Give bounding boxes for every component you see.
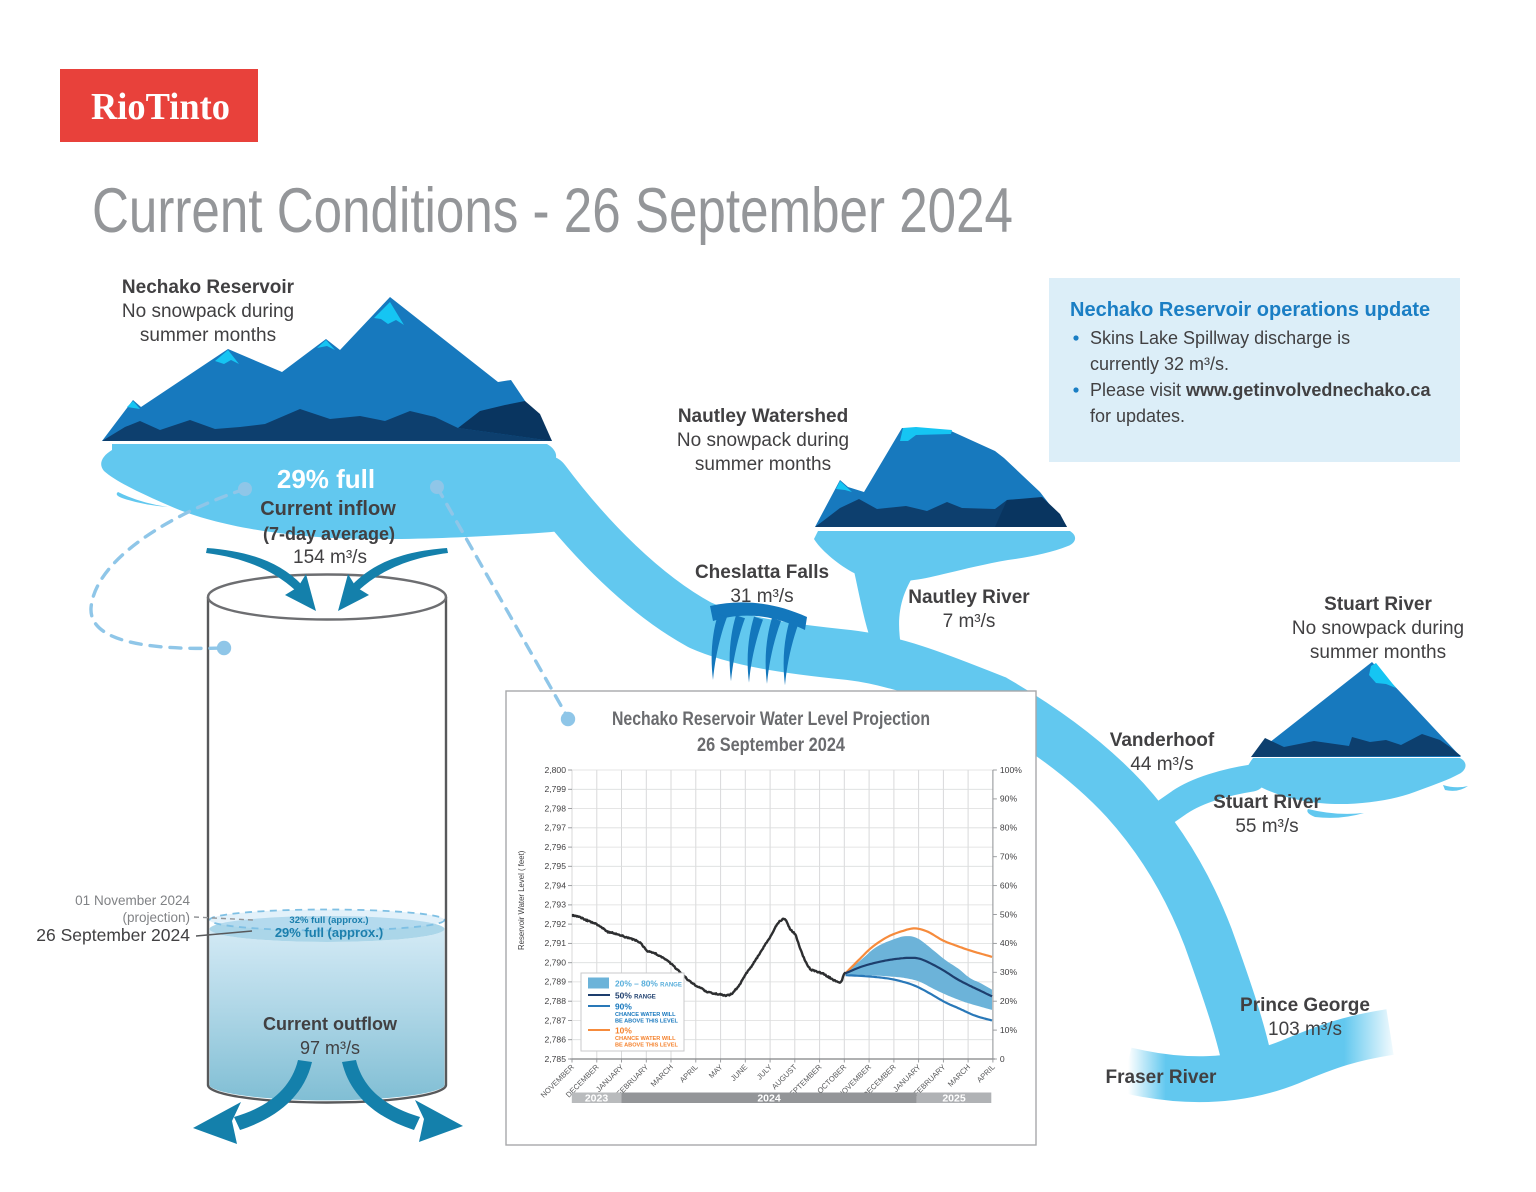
svg-text:97 m³/s: 97 m³/s bbox=[300, 1038, 360, 1058]
svg-text:50% RANGE: 50% RANGE bbox=[615, 991, 656, 1001]
svg-text:2,794: 2,794 bbox=[544, 880, 566, 890]
svg-text:40%: 40% bbox=[1000, 938, 1018, 948]
svg-text:BE ABOVE THIS LEVEL: BE ABOVE THIS LEVEL bbox=[615, 1043, 678, 1049]
svg-text:90%: 90% bbox=[1000, 794, 1018, 804]
svg-text:20%: 20% bbox=[1000, 996, 1018, 1006]
svg-text:60%: 60% bbox=[1000, 880, 1018, 890]
svg-text:50%: 50% bbox=[1000, 909, 1018, 919]
svg-text:154 m³/s: 154 m³/s bbox=[293, 547, 367, 568]
svg-text:55 m³/s: 55 m³/s bbox=[1235, 816, 1298, 837]
svg-text:32% full (approx.): 32% full (approx.) bbox=[289, 915, 368, 926]
svg-text:26 September 2024: 26 September 2024 bbox=[697, 734, 845, 756]
svg-text:No snowpack during: No snowpack during bbox=[122, 301, 294, 322]
svg-text:2,786: 2,786 bbox=[544, 1035, 566, 1045]
svg-text:2,799: 2,799 bbox=[544, 784, 566, 794]
svg-text:No snowpack during: No snowpack during bbox=[1292, 618, 1464, 639]
svg-text:Vanderhoof: Vanderhoof bbox=[1110, 730, 1215, 751]
svg-text:2,793: 2,793 bbox=[544, 900, 566, 910]
svg-text:Current inflow: Current inflow bbox=[260, 498, 396, 520]
svg-text:2,788: 2,788 bbox=[544, 996, 566, 1006]
svg-text:2,790: 2,790 bbox=[544, 958, 566, 968]
svg-text:for updates.: for updates. bbox=[1090, 406, 1185, 426]
svg-text:Nautley River: Nautley River bbox=[908, 587, 1030, 608]
svg-text:31 m³/s: 31 m³/s bbox=[730, 586, 793, 607]
svg-text:2,785: 2,785 bbox=[544, 1054, 566, 1064]
svg-text:Please visit www.getinvolvedne: Please visit www.getinvolvednechako.ca bbox=[1090, 380, 1431, 400]
svg-text:2023: 2023 bbox=[585, 1093, 609, 1105]
svg-text:2,792: 2,792 bbox=[544, 919, 566, 929]
svg-text:0: 0 bbox=[1000, 1054, 1005, 1064]
svg-text:2,791: 2,791 bbox=[544, 938, 566, 948]
svg-text:2,800: 2,800 bbox=[544, 765, 566, 775]
svg-text:2025: 2025 bbox=[942, 1093, 966, 1105]
svg-text:Nechako Reservoir operations u: Nechako Reservoir operations update bbox=[1070, 299, 1430, 321]
svg-text:Stuart River: Stuart River bbox=[1324, 594, 1432, 615]
svg-text:2,787: 2,787 bbox=[544, 1015, 566, 1025]
svg-text:Cheslatta Falls: Cheslatta Falls bbox=[695, 562, 829, 583]
svg-text:29% full: 29% full bbox=[277, 464, 375, 494]
svg-text:CHANCE WATER WILL: CHANCE WATER WILL bbox=[615, 1012, 676, 1018]
svg-text:20% – 80% RANGE: 20% – 80% RANGE bbox=[615, 979, 682, 989]
svg-text:70%: 70% bbox=[1000, 852, 1018, 862]
svg-text:CHANCE WATER WILL: CHANCE WATER WILL bbox=[615, 1036, 676, 1042]
svg-text:100%: 100% bbox=[1000, 765, 1022, 775]
svg-text:44 m³/s: 44 m³/s bbox=[1130, 754, 1193, 775]
svg-text:(projection): (projection) bbox=[122, 910, 190, 925]
svg-text:summer months: summer months bbox=[695, 454, 831, 475]
svg-text:RioTinto: RioTinto bbox=[91, 86, 230, 128]
svg-text:Current Conditions - 26 Septem: Current Conditions - 26 September 2024 bbox=[92, 176, 1013, 246]
svg-text:01 November 2024: 01 November 2024 bbox=[75, 893, 190, 908]
svg-text:90%: 90% bbox=[615, 1002, 632, 1012]
svg-text:Nechako Reservoir Water Level: Nechako Reservoir Water Level Projection bbox=[612, 708, 930, 730]
svg-text:Current outflow: Current outflow bbox=[263, 1014, 398, 1034]
svg-text:2024: 2024 bbox=[757, 1093, 781, 1105]
svg-text:26 September 2024: 26 September 2024 bbox=[36, 925, 190, 945]
svg-text:currently 32 m³/s.: currently 32 m³/s. bbox=[1090, 354, 1229, 374]
svg-text:80%: 80% bbox=[1000, 823, 1018, 833]
svg-text:Reservoir Water Level ( feet): Reservoir Water Level ( feet) bbox=[517, 850, 526, 950]
svg-text:summer months: summer months bbox=[140, 325, 276, 346]
svg-text:Nechako Reservoir: Nechako Reservoir bbox=[122, 277, 295, 298]
svg-text:BE ABOVE THIS LEVEL: BE ABOVE THIS LEVEL bbox=[615, 1019, 678, 1025]
svg-text:Prince George: Prince George bbox=[1240, 995, 1370, 1016]
svg-text:7 m³/s: 7 m³/s bbox=[943, 611, 996, 632]
svg-text:10%: 10% bbox=[1000, 1025, 1018, 1035]
svg-text:Stuart River: Stuart River bbox=[1213, 792, 1321, 813]
svg-text:103 m³/s: 103 m³/s bbox=[1268, 1019, 1342, 1040]
svg-text:2,797: 2,797 bbox=[544, 823, 566, 833]
svg-text:summer months: summer months bbox=[1310, 642, 1446, 663]
svg-text:29% full (approx.): 29% full (approx.) bbox=[275, 925, 383, 940]
svg-text:2,798: 2,798 bbox=[544, 803, 566, 813]
svg-text:Fraser River: Fraser River bbox=[1106, 1067, 1218, 1088]
svg-text:Nautley Watershed: Nautley Watershed bbox=[678, 406, 848, 427]
svg-text:10%: 10% bbox=[615, 1026, 632, 1036]
svg-text:2,796: 2,796 bbox=[544, 842, 566, 852]
svg-text:30%: 30% bbox=[1000, 967, 1018, 977]
svg-text:(7-day average): (7-day average) bbox=[263, 524, 395, 544]
svg-text:2,789: 2,789 bbox=[544, 977, 566, 987]
svg-text:Skins Lake Spillway discharge: Skins Lake Spillway discharge is bbox=[1090, 328, 1350, 348]
svg-text:No snowpack during: No snowpack during bbox=[677, 430, 849, 451]
svg-text:2,795: 2,795 bbox=[544, 861, 566, 871]
